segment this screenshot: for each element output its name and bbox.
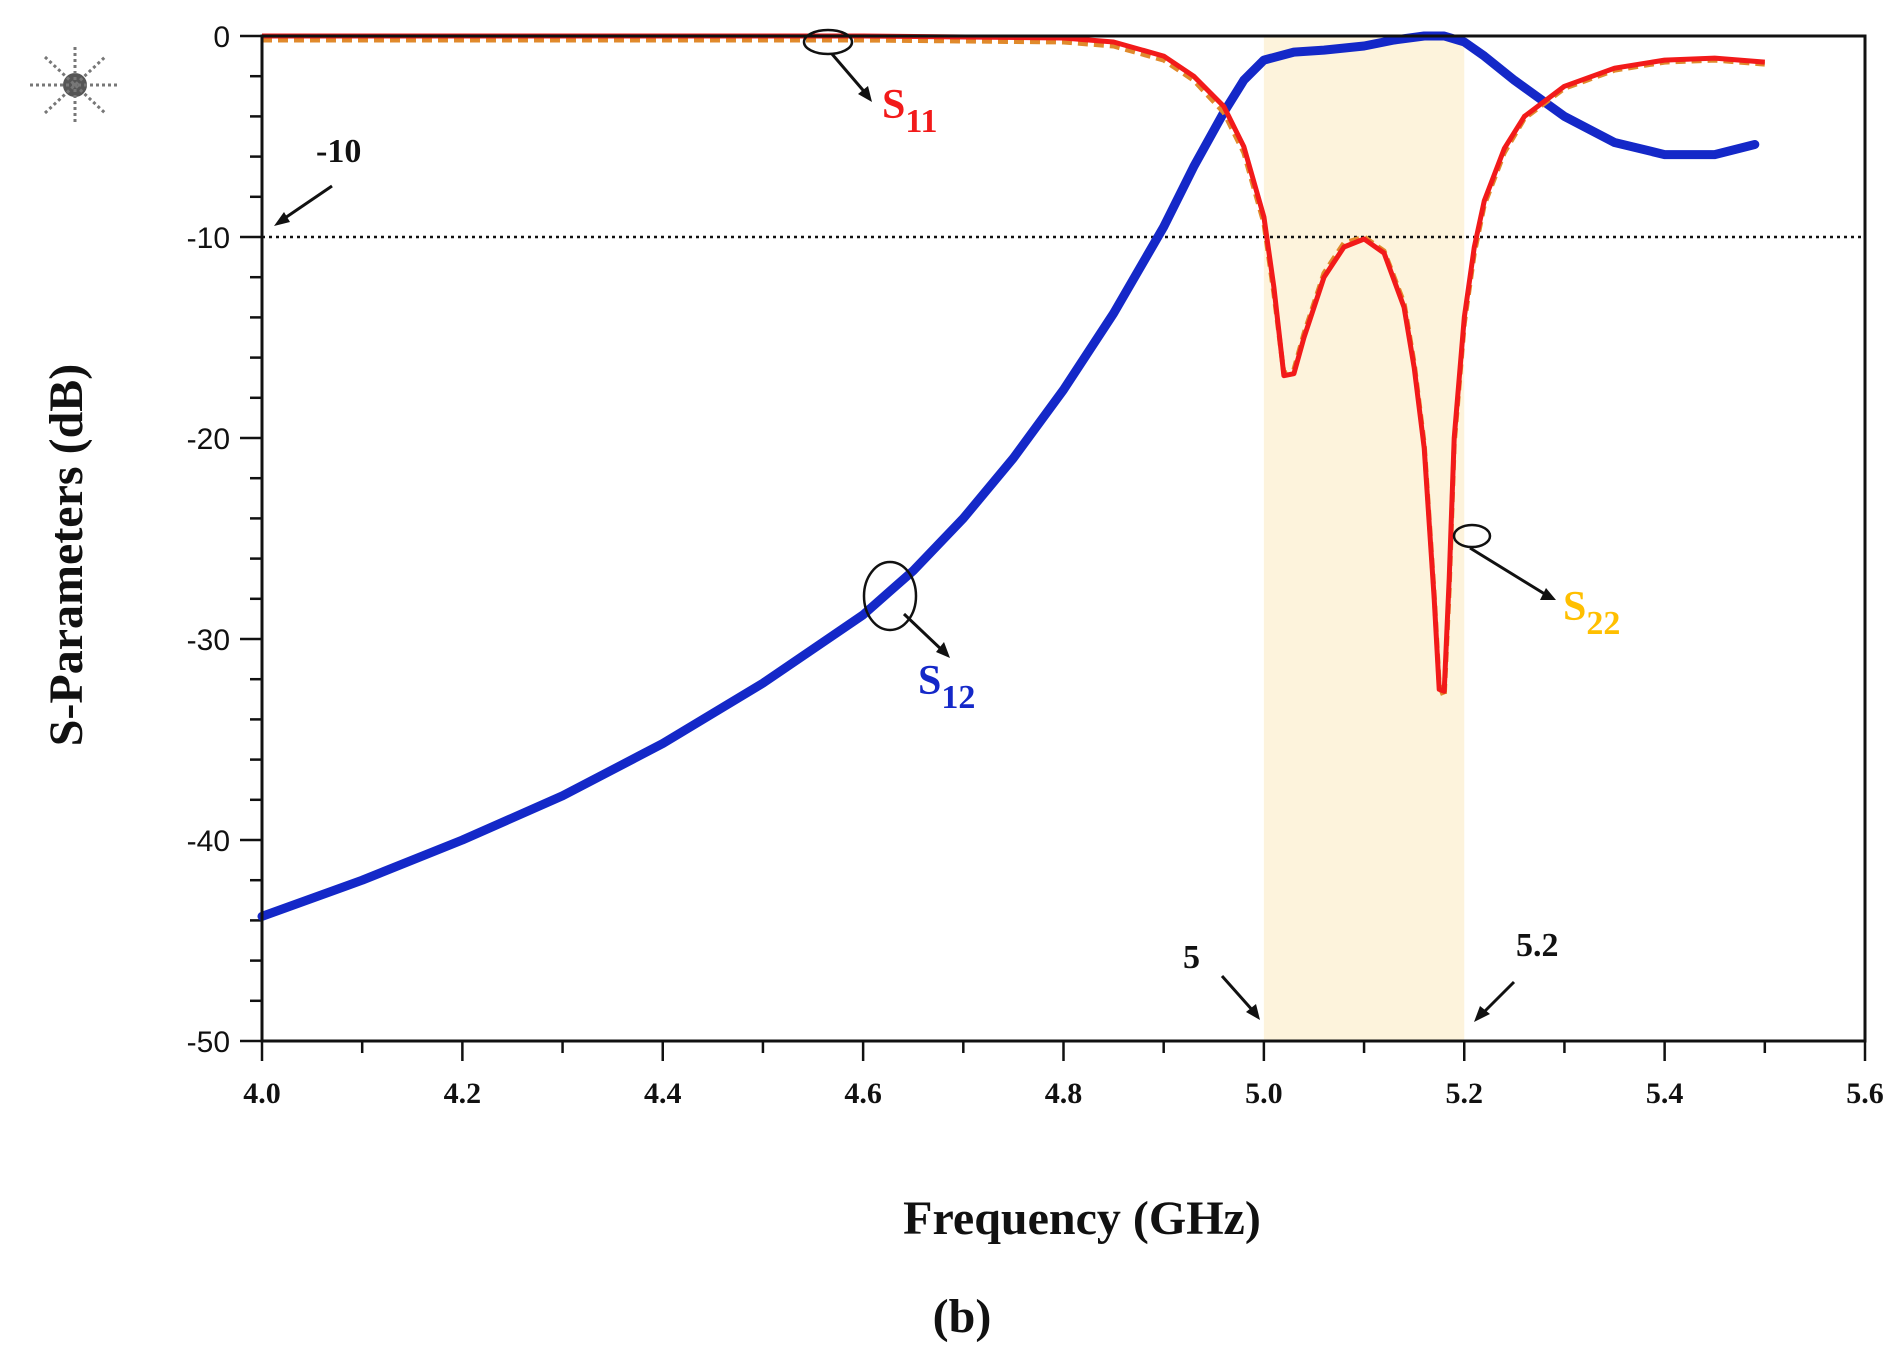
- y-axis-title: S-Parameters (dB): [40, 364, 93, 747]
- passband-end-arrow: [1474, 980, 1516, 1022]
- y-tick-label: 0: [213, 21, 230, 54]
- x-tick-label: 4.6: [844, 1077, 882, 1110]
- x-tick-label: 4.2: [444, 1077, 482, 1110]
- s12-line: [257, 31, 1760, 921]
- y-tick-label: -10: [187, 222, 230, 255]
- sparkle-icon: [30, 47, 120, 123]
- x-tick-label: 5.0: [1245, 1077, 1283, 1110]
- passband-shading: [1263, 36, 1465, 1041]
- s22-label: S22: [1563, 584, 1620, 642]
- x-tick-label: 4.0: [243, 1077, 281, 1110]
- figure-caption: (b): [933, 1290, 992, 1343]
- x-tick-label: 5.4: [1646, 1077, 1684, 1110]
- passband-start-arrow: [1220, 975, 1260, 1020]
- y-tick-label: -50: [187, 1026, 230, 1059]
- passband-start-label: 5: [1183, 939, 1200, 976]
- s11-line: [262, 33, 1765, 694]
- s11-callout: [802, 28, 872, 102]
- ref-arrow: [274, 184, 333, 226]
- axis-ticks: 0 -10 -20 -30 -40 -50 4.0 4.2 4.4 4.6 4.8 5.0 5.2 5.4…: [187, 21, 1884, 1110]
- x-tick-label: 4.8: [1045, 1077, 1083, 1110]
- s12-label: S12: [918, 658, 975, 716]
- x-axis-title: Frequency (GHz): [903, 1192, 1261, 1245]
- s12-callout: [862, 560, 950, 658]
- passband-end-label: 5.2: [1516, 927, 1559, 964]
- x-tick-label: 5.6: [1846, 1077, 1884, 1110]
- s22-callout: [1452, 523, 1556, 600]
- x-tick-label: 5.2: [1446, 1077, 1484, 1110]
- s22-line: [262, 37, 1765, 700]
- y-tick-label: -30: [187, 624, 230, 657]
- s11-label: S11: [882, 82, 937, 140]
- series-layer: [257, 31, 1765, 921]
- y-tick-label: -20: [187, 423, 230, 456]
- plot-frame: [260, 34, 1867, 1043]
- ref-line-label: -10: [316, 133, 361, 170]
- x-tick-label: 4.4: [644, 1077, 682, 1110]
- y-tick-label: -40: [187, 825, 230, 858]
